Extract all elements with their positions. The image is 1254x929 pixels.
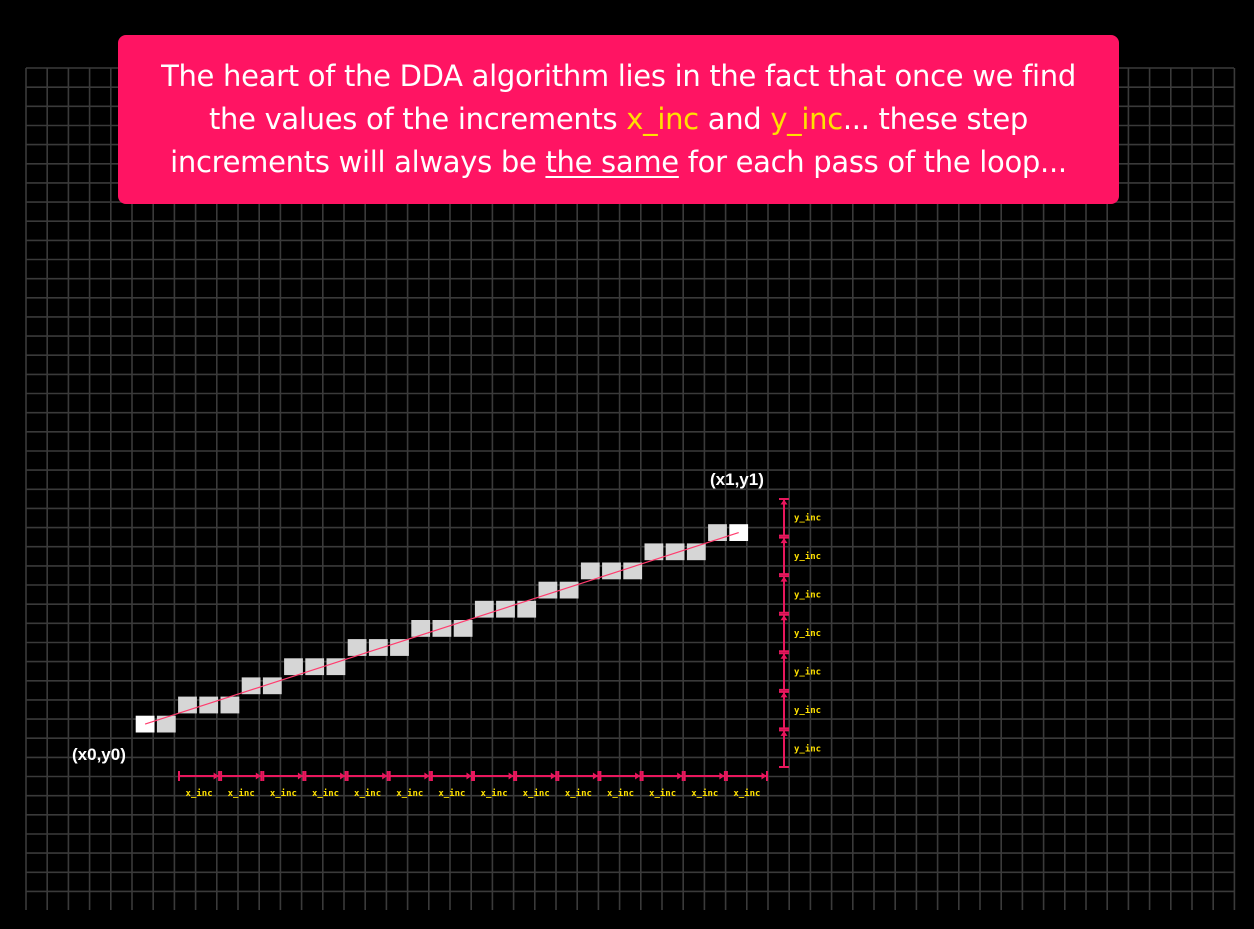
banner-y-inc: y_inc xyxy=(770,102,843,136)
x-inc-marker: x_inc xyxy=(430,771,473,799)
line-pixel xyxy=(580,562,600,580)
x-inc-label: x_inc xyxy=(523,788,550,799)
line-pixel xyxy=(708,524,727,541)
x-inc-label: x_inc xyxy=(354,788,381,799)
line-pixel xyxy=(156,715,176,733)
x-inc-label: x_inc xyxy=(691,788,718,799)
y-inc-marker: y_inc xyxy=(779,575,821,614)
x-inc-label: x_inc xyxy=(733,788,760,799)
y-inc-label: y_inc xyxy=(794,589,821,600)
x-inc-marker: x_inc xyxy=(262,771,305,799)
x-inc-label: x_inc xyxy=(607,788,634,799)
x-inc-marker: x_inc xyxy=(515,771,558,799)
x-inc-label: x_inc xyxy=(649,788,676,799)
line-pixel xyxy=(411,620,431,637)
y-inc-marker: y_inc xyxy=(779,498,821,537)
x-inc-marker: x_inc xyxy=(388,771,431,799)
line-pixel xyxy=(347,639,367,656)
x-inc-label: x_inc xyxy=(565,788,592,799)
y-inc-marker: y_inc xyxy=(779,729,821,768)
banner-text-4: and xyxy=(698,102,771,136)
y-inc-marker: y_inc xyxy=(779,536,821,576)
line-pixel xyxy=(241,677,261,695)
line-pixel xyxy=(199,696,219,714)
ideal-line xyxy=(144,532,739,725)
y-inc-label: y_inc xyxy=(794,667,821,678)
banner-text-2: the values of the increments xyxy=(208,102,627,136)
explanation-banner: The heart of the DDA algorithm lies in t… xyxy=(118,35,1119,204)
banner-text-7: increments will always be xyxy=(170,145,546,179)
y-increment-markers: y_inc y_inc y_inc y_inc y_inc y_inc y_inc xyxy=(779,498,821,768)
y-inc-label: y_inc xyxy=(794,628,821,639)
y-inc-label: y_inc xyxy=(794,512,821,523)
line-pixel xyxy=(644,543,664,561)
y-inc-marker: y_inc xyxy=(779,613,821,653)
line-pixel xyxy=(517,600,537,618)
line-pixel xyxy=(538,581,558,599)
x-inc-marker: x_inc xyxy=(599,771,642,799)
banner-text-9: for each pass of the loop... xyxy=(678,145,1067,179)
x-inc-marker: x_inc xyxy=(683,771,726,799)
line-pixel xyxy=(326,658,346,676)
x-increment-markers: x_inc x_inc x_inc x_inc x_inc x_inc x_inc x_inc… xyxy=(178,771,768,799)
y-inc-label: y_inc xyxy=(794,744,821,755)
line-pixel xyxy=(284,658,303,676)
line-pixel xyxy=(220,696,240,714)
line-pixel xyxy=(496,600,515,618)
x-inc-marker: x_inc xyxy=(725,771,768,799)
line-pixel xyxy=(623,562,643,580)
x-inc-marker: x_inc xyxy=(346,771,389,799)
line-pixel xyxy=(368,639,388,656)
x-inc-marker: x_inc xyxy=(557,771,600,799)
x-inc-marker: x_inc xyxy=(220,771,263,799)
x-inc-label: x_inc xyxy=(396,788,423,799)
y-inc-label: y_inc xyxy=(794,705,821,716)
banner-the-same: the same xyxy=(545,145,679,179)
line-pixel xyxy=(453,620,473,637)
y-inc-marker: y_inc xyxy=(779,690,821,730)
grid-lines xyxy=(25,67,1236,910)
y-inc-marker: y_inc xyxy=(779,652,821,691)
banner-line-1: The heart of the DDA algorithm lies in t… xyxy=(161,59,1076,93)
start-point-label: (x0,y0) xyxy=(72,745,126,764)
x-inc-marker: x_inc xyxy=(304,771,347,799)
banner-text-6: ... these step xyxy=(842,102,1029,136)
x-inc-label: x_inc xyxy=(481,788,508,799)
end-point-label: (x1,y1) xyxy=(710,470,764,489)
pixel-grid xyxy=(25,67,1236,910)
line-pixel xyxy=(559,581,579,599)
x-inc-label: x_inc xyxy=(312,788,339,799)
y-inc-label: y_inc xyxy=(794,551,821,562)
x-inc-marker: x_inc xyxy=(473,771,516,799)
x-inc-label: x_inc xyxy=(270,788,297,799)
line-pixel xyxy=(665,543,685,561)
x-inc-label: x_inc xyxy=(228,788,255,799)
x-inc-label: x_inc xyxy=(438,788,465,799)
x-inc-marker: x_inc xyxy=(178,771,221,799)
banner-x-inc: x_inc xyxy=(626,102,699,136)
x-inc-label: x_inc xyxy=(186,788,213,799)
x-inc-marker: x_inc xyxy=(641,771,684,799)
